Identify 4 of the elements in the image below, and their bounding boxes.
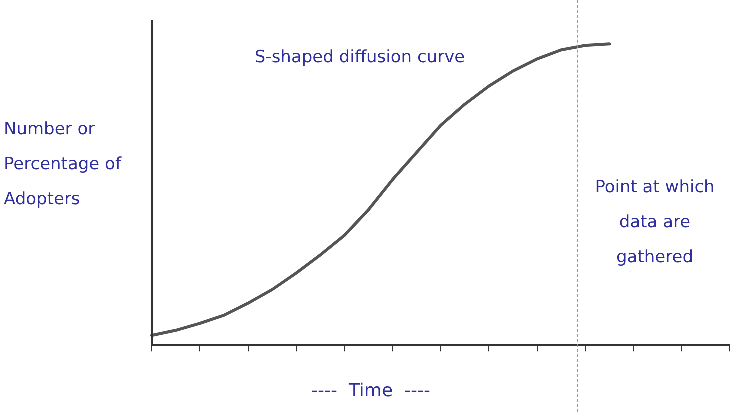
y-axis-title: Number or Percentage of Adopters (4, 119, 122, 210)
x-axis-title: ---- Time ---- (312, 380, 430, 402)
annotation: Point at which data are gathered (595, 177, 715, 268)
chart-title: S-shaped diffusion curve (254, 47, 466, 68)
